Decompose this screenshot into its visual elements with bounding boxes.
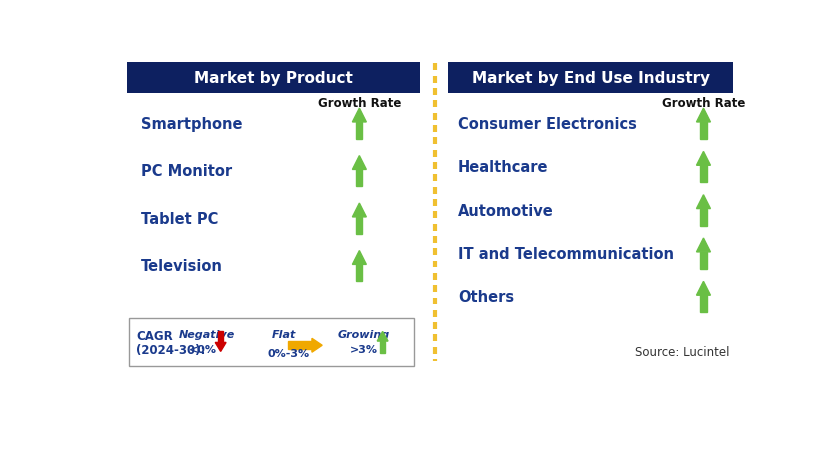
Polygon shape: [696, 239, 710, 252]
Text: Television: Television: [141, 259, 223, 274]
Polygon shape: [700, 123, 705, 140]
Text: Flat: Flat: [272, 329, 296, 339]
FancyBboxPatch shape: [127, 63, 419, 94]
Text: (2024-30):: (2024-30):: [136, 343, 205, 356]
Text: Consumer Electronics: Consumer Electronics: [457, 117, 636, 132]
Polygon shape: [356, 265, 362, 282]
FancyBboxPatch shape: [129, 319, 414, 366]
Polygon shape: [700, 209, 705, 226]
Text: Smartphone: Smartphone: [141, 117, 242, 132]
Text: Growth Rate: Growth Rate: [661, 97, 744, 110]
Text: <0%: <0%: [189, 344, 217, 354]
Text: Market by Product: Market by Product: [194, 71, 353, 86]
Polygon shape: [377, 332, 388, 341]
Text: >3%: >3%: [349, 344, 378, 354]
Polygon shape: [352, 109, 366, 123]
Polygon shape: [215, 343, 226, 352]
Polygon shape: [356, 170, 362, 187]
Polygon shape: [218, 332, 223, 343]
Polygon shape: [696, 282, 710, 296]
Polygon shape: [287, 341, 311, 349]
Text: 0%-3%: 0%-3%: [267, 348, 309, 358]
Text: CAGR: CAGR: [136, 329, 173, 342]
Polygon shape: [696, 152, 710, 166]
Text: IT and Telecommunication: IT and Telecommunication: [457, 246, 673, 261]
Text: Healthcare: Healthcare: [457, 160, 547, 175]
Polygon shape: [700, 166, 705, 183]
Text: Automotive: Automotive: [457, 203, 553, 218]
Polygon shape: [352, 156, 366, 170]
Text: PC Monitor: PC Monitor: [141, 164, 232, 179]
Polygon shape: [356, 218, 362, 235]
FancyBboxPatch shape: [448, 63, 732, 94]
Polygon shape: [696, 109, 710, 123]
Text: Tablet PC: Tablet PC: [141, 212, 218, 226]
Polygon shape: [311, 339, 322, 353]
Text: Negative: Negative: [178, 329, 234, 339]
Text: Source: Lucintel: Source: Lucintel: [633, 346, 728, 358]
Polygon shape: [380, 341, 384, 353]
Polygon shape: [356, 123, 362, 140]
Text: Others: Others: [457, 290, 513, 305]
Polygon shape: [700, 252, 705, 269]
Polygon shape: [700, 296, 705, 313]
Polygon shape: [696, 195, 710, 209]
Text: Market by End Use Industry: Market by End Use Industry: [471, 71, 709, 86]
Polygon shape: [352, 204, 366, 218]
Text: Growth Rate: Growth Rate: [317, 97, 401, 110]
Text: Growing: Growing: [338, 329, 390, 339]
Polygon shape: [352, 251, 366, 265]
